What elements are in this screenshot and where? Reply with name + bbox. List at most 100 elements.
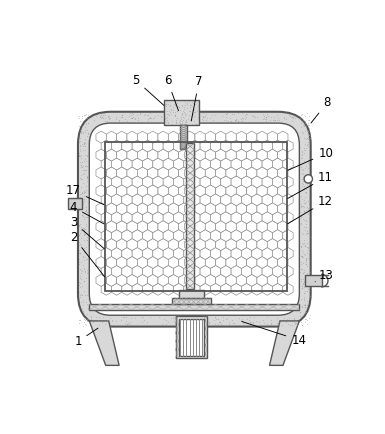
Point bbox=[85, 282, 91, 289]
Point bbox=[181, 121, 187, 128]
Polygon shape bbox=[231, 230, 241, 242]
Point bbox=[305, 128, 311, 135]
Point bbox=[306, 206, 312, 213]
Point bbox=[84, 242, 90, 249]
Point bbox=[298, 144, 304, 151]
Point bbox=[303, 308, 309, 315]
Polygon shape bbox=[226, 185, 236, 197]
Polygon shape bbox=[247, 274, 257, 286]
Point bbox=[179, 111, 185, 118]
Text: 13: 13 bbox=[315, 270, 333, 283]
Point bbox=[301, 158, 307, 165]
Point bbox=[182, 109, 188, 116]
Polygon shape bbox=[127, 167, 137, 179]
Point bbox=[223, 110, 229, 117]
Polygon shape bbox=[179, 220, 189, 233]
Point bbox=[81, 140, 87, 147]
Point bbox=[290, 322, 296, 329]
Point bbox=[80, 301, 86, 308]
Point bbox=[100, 115, 106, 122]
Point bbox=[301, 144, 308, 151]
Point bbox=[303, 260, 310, 267]
Point bbox=[84, 120, 90, 127]
Polygon shape bbox=[221, 212, 231, 224]
Point bbox=[305, 130, 311, 137]
Point bbox=[76, 152, 82, 159]
Polygon shape bbox=[273, 247, 283, 260]
Polygon shape bbox=[216, 239, 226, 250]
Polygon shape bbox=[205, 185, 216, 197]
Polygon shape bbox=[190, 140, 200, 152]
Polygon shape bbox=[195, 203, 205, 215]
Polygon shape bbox=[247, 256, 257, 268]
Point bbox=[84, 174, 90, 181]
Point bbox=[232, 117, 238, 124]
Point bbox=[119, 111, 126, 118]
Polygon shape bbox=[174, 266, 184, 277]
Point bbox=[76, 149, 82, 156]
Point bbox=[304, 263, 310, 270]
Point bbox=[80, 288, 87, 295]
Point bbox=[298, 275, 304, 282]
Point bbox=[162, 322, 169, 329]
Point bbox=[166, 116, 172, 123]
Point bbox=[79, 155, 85, 162]
Point bbox=[174, 115, 180, 122]
Point bbox=[195, 103, 201, 110]
Point bbox=[301, 185, 307, 192]
Polygon shape bbox=[278, 131, 288, 143]
Point bbox=[80, 253, 86, 260]
Polygon shape bbox=[127, 220, 137, 233]
Point bbox=[77, 292, 83, 299]
Point bbox=[301, 284, 307, 291]
Point bbox=[177, 107, 183, 114]
Circle shape bbox=[304, 175, 313, 183]
Point bbox=[119, 112, 125, 119]
Point bbox=[303, 135, 310, 141]
Point bbox=[193, 121, 199, 128]
Point bbox=[145, 117, 151, 124]
Point bbox=[178, 314, 184, 321]
Polygon shape bbox=[211, 266, 221, 277]
Point bbox=[83, 187, 89, 194]
Point bbox=[76, 152, 82, 159]
Point bbox=[81, 318, 87, 325]
Polygon shape bbox=[241, 266, 252, 277]
Polygon shape bbox=[267, 131, 278, 143]
Point bbox=[80, 130, 86, 137]
Polygon shape bbox=[106, 203, 117, 215]
Point bbox=[80, 297, 86, 304]
Point bbox=[187, 108, 193, 115]
Polygon shape bbox=[132, 140, 142, 152]
Polygon shape bbox=[142, 176, 153, 188]
Point bbox=[77, 258, 84, 265]
Polygon shape bbox=[267, 149, 278, 161]
Point bbox=[141, 119, 147, 126]
Polygon shape bbox=[158, 274, 168, 286]
Point bbox=[177, 113, 183, 120]
Point bbox=[152, 118, 158, 125]
Point bbox=[167, 102, 173, 109]
Point bbox=[189, 111, 195, 118]
Point bbox=[169, 321, 175, 328]
Polygon shape bbox=[221, 158, 231, 170]
Point bbox=[77, 142, 83, 149]
Polygon shape bbox=[122, 266, 132, 277]
Polygon shape bbox=[184, 140, 194, 152]
Point bbox=[191, 319, 197, 326]
Polygon shape bbox=[148, 274, 158, 286]
Point bbox=[83, 243, 89, 250]
Polygon shape bbox=[257, 185, 267, 197]
Polygon shape bbox=[101, 140, 112, 152]
Point bbox=[300, 270, 306, 276]
Polygon shape bbox=[226, 167, 236, 179]
Point bbox=[102, 321, 108, 328]
Point bbox=[163, 101, 169, 108]
Polygon shape bbox=[117, 203, 127, 215]
Point bbox=[122, 116, 128, 123]
Point bbox=[302, 316, 308, 323]
Polygon shape bbox=[252, 176, 262, 188]
Point bbox=[84, 208, 90, 215]
Point bbox=[186, 118, 192, 125]
Polygon shape bbox=[101, 212, 112, 224]
